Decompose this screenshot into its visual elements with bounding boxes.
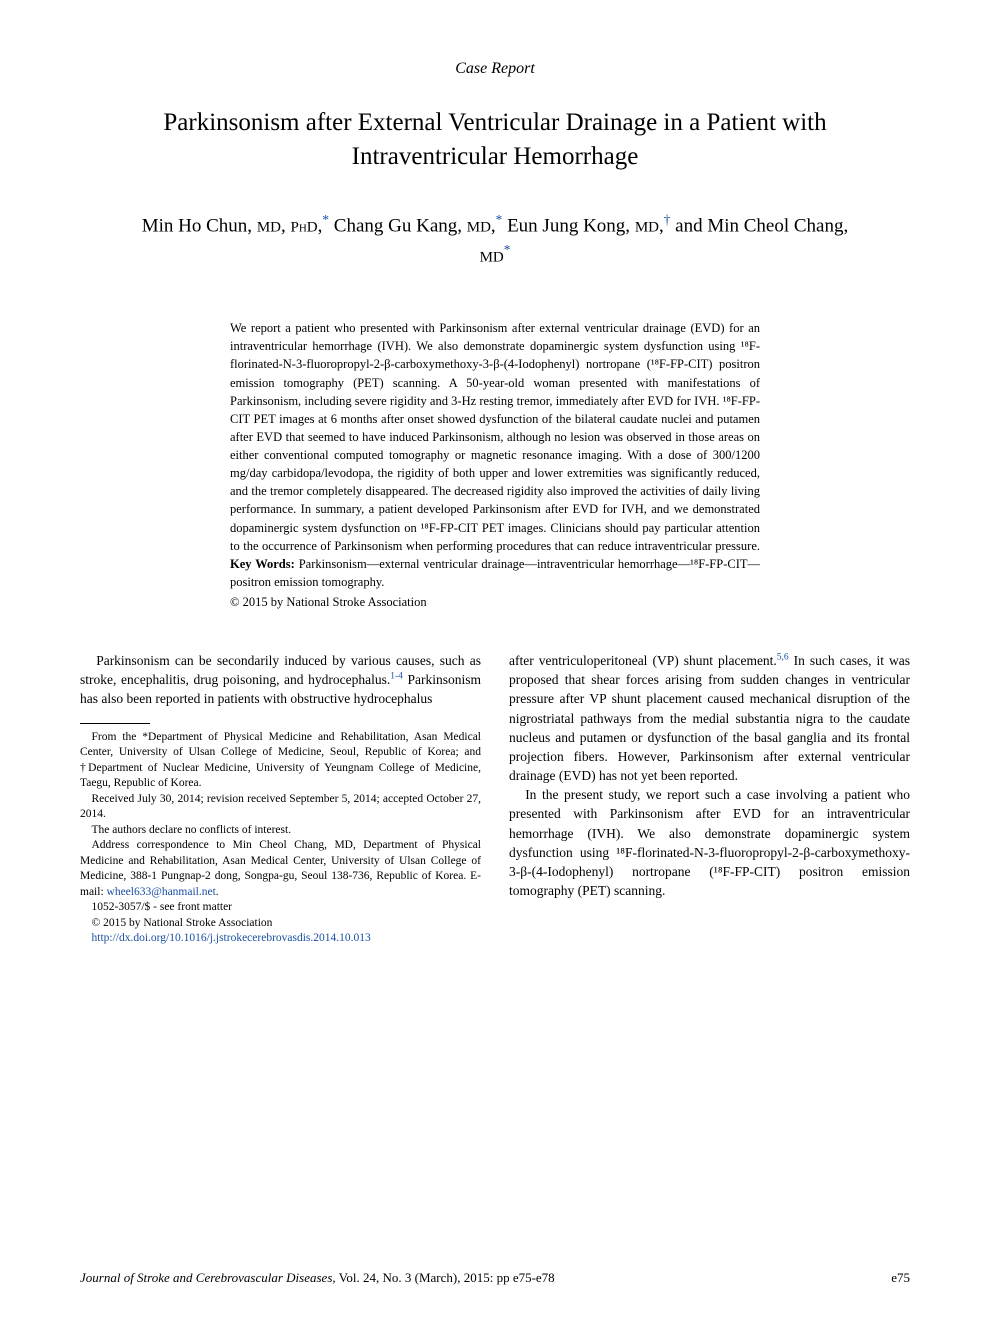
footnotes: From the *Department of Physical Medicin… [80, 730, 481, 947]
footnote-issn: 1052-3057/$ - see front matter [80, 900, 481, 916]
abstract: We report a patient who presented with P… [230, 319, 760, 611]
footnote-correspondence: Address correspondence to Min Cheol Chan… [80, 838, 481, 900]
footnote-doi: http://dx.doi.org/10.1016/j.jstrokecereb… [80, 931, 481, 947]
citation-ref-5-6[interactable]: 5,6 [777, 653, 789, 663]
footnote-copyright: © 2015 by National Stroke Association [80, 916, 481, 932]
footnote-affiliations: From the *Department of Physical Medicin… [80, 730, 481, 792]
footer-journal-name: Journal of Stroke and Cerebrovascular Di… [80, 1270, 336, 1285]
footer-page-number: e75 [891, 1270, 910, 1286]
right-paragraph-2: In the present study, we report such a c… [509, 785, 910, 900]
footnote-coi: The authors declare no conflicts of inte… [80, 823, 481, 839]
body-columns: Parkinsonism can be secondarily induced … [80, 651, 910, 947]
footer-journal: Journal of Stroke and Cerebrovascular Di… [80, 1270, 555, 1286]
right-paragraph-1: after ventriculoperitoneal (VP) shunt pl… [509, 651, 910, 785]
article-type: Case Report [80, 60, 910, 78]
correspondence-email-link[interactable]: wheel633@hanmail.net [107, 886, 216, 898]
page-footer: Journal of Stroke and Cerebrovascular Di… [80, 1270, 910, 1286]
column-right: after ventriculoperitoneal (VP) shunt pl… [509, 651, 910, 947]
footnote-received: Received July 30, 2014; revision receive… [80, 792, 481, 823]
article-title: Parkinsonism after External Ventricular … [110, 106, 880, 174]
abstract-copyright: © 2015 by National Stroke Association [230, 593, 760, 611]
keywords-label: Key Words: [230, 557, 295, 571]
column-left: Parkinsonism can be secondarily induced … [80, 651, 481, 947]
right-p1-text-a: after ventriculoperitoneal (VP) shunt pl… [509, 653, 777, 668]
footer-issue: Vol. 24, No. 3 (March), 2015: pp e75-e78 [336, 1270, 555, 1285]
intro-paragraph: Parkinsonism can be secondarily induced … [80, 651, 481, 708]
doi-link[interactable]: http://dx.doi.org/10.1016/j.jstrokecereb… [92, 932, 371, 944]
footnote-rule [80, 723, 150, 724]
author-list: Min Ho Chun, MD, PhD,* Chang Gu Kang, MD… [140, 210, 850, 272]
abstract-text: We report a patient who presented with P… [230, 321, 760, 553]
keywords-text: Parkinsonism—external ventricular draina… [230, 557, 760, 589]
right-p1-text-b: In such cases, it was proposed that shea… [509, 653, 910, 783]
citation-ref-1-4[interactable]: 1-4 [390, 672, 403, 682]
